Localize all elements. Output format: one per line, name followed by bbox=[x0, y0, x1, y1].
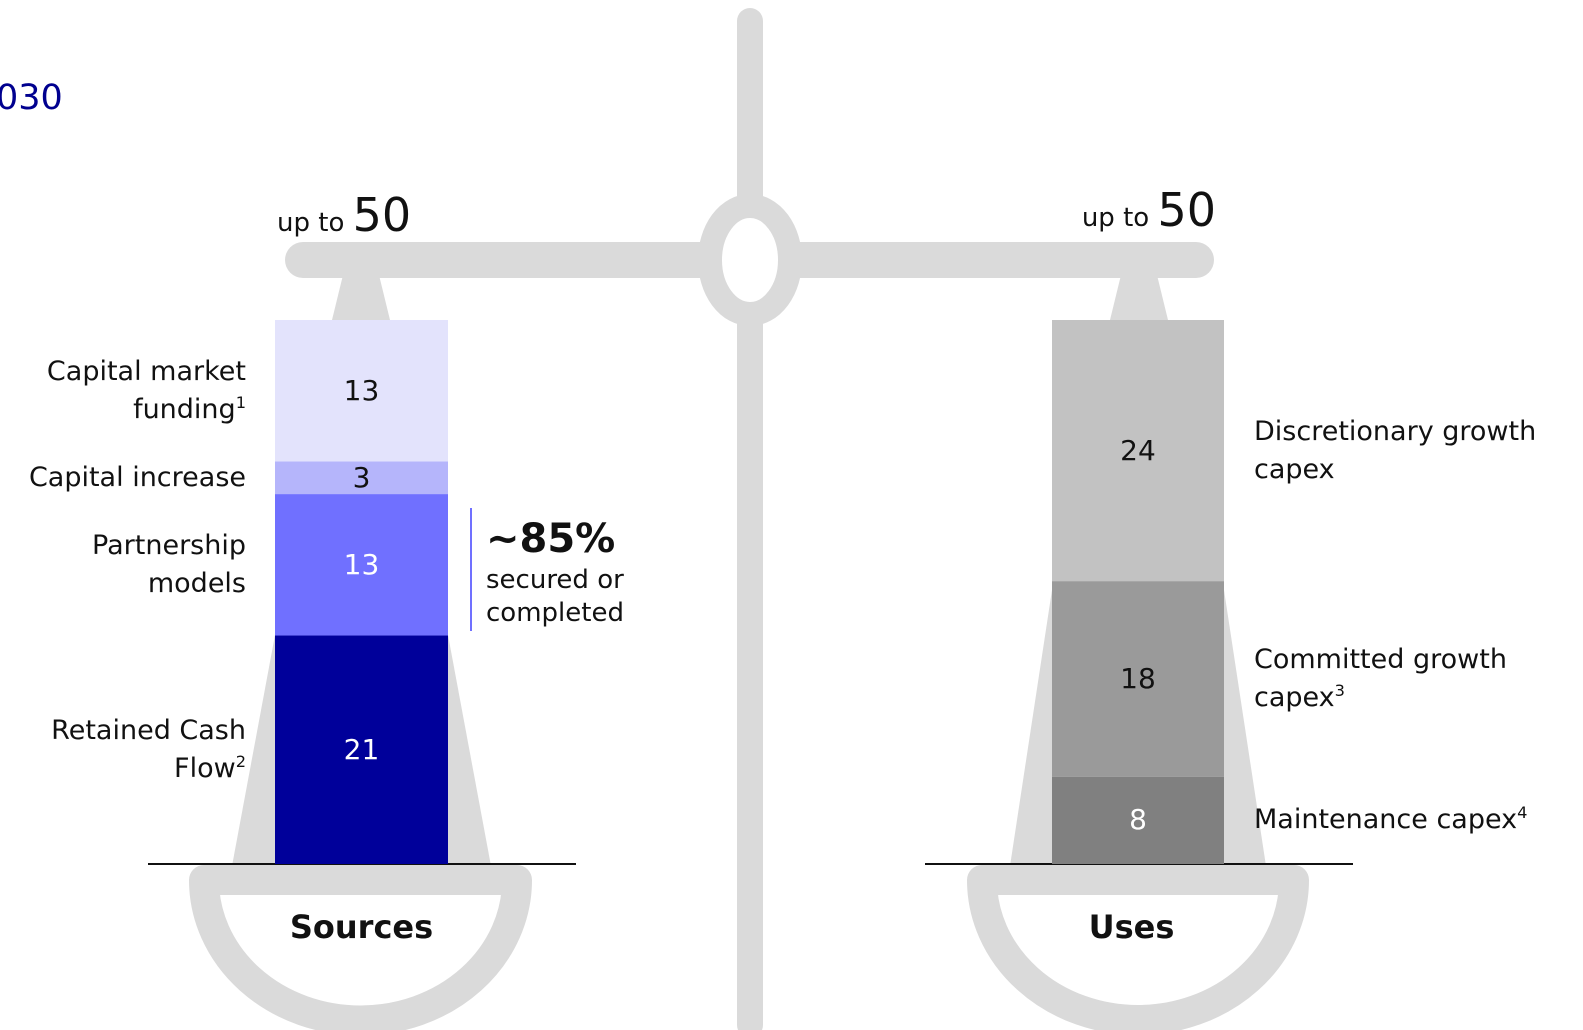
uses-bar-segment-2 bbox=[1052, 320, 1224, 582]
sources-segment-label-3: Capital market funding1 bbox=[46, 355, 246, 425]
secured-percentage: ~85% bbox=[486, 516, 616, 562]
sources-value-label-3: 13 bbox=[343, 373, 380, 407]
uses-bar-segment-0 bbox=[1052, 776, 1224, 864]
uses-value-label-1: 18 bbox=[1120, 662, 1156, 696]
sources-bar-segment-2 bbox=[275, 461, 448, 495]
page-title-fragment: 030 bbox=[0, 78, 63, 118]
secured-text-line1: secured or bbox=[486, 565, 624, 595]
uses-segment-label-1: Committed growth capex3 bbox=[1254, 644, 1507, 714]
uses-segment-label-2: Discretionary growth capex bbox=[1254, 415, 1537, 485]
uses-bar-segment-1 bbox=[1052, 581, 1224, 777]
uses-total-label: up to 50 bbox=[1081, 183, 1216, 237]
sources-bar-segment-0 bbox=[275, 635, 448, 864]
uses-value-label-0: 8 bbox=[1129, 803, 1147, 837]
sources-total-label: up to 50 bbox=[277, 188, 412, 242]
sources-value-label-2: 3 bbox=[352, 460, 371, 494]
sources-category-label: Sources bbox=[289, 908, 434, 946]
sources-segment-label-0: Retained Cash Flow2 bbox=[51, 714, 246, 784]
sources-bar-segment-1 bbox=[275, 494, 448, 636]
uses-segment-label-0: Maintenance capex4 bbox=[1254, 803, 1528, 836]
sources-bar-segment-3 bbox=[275, 320, 448, 462]
secured-annotation: ~85% secured or completed bbox=[486, 514, 624, 630]
secured-text-line2: completed bbox=[486, 598, 624, 628]
sources-value-label-0: 21 bbox=[343, 732, 380, 766]
sources-value-label-1: 13 bbox=[343, 547, 380, 581]
sources-segment-label-1: Partnership models bbox=[92, 529, 246, 599]
uses-category-label: Uses bbox=[1088, 908, 1175, 946]
uses-value-label-2: 24 bbox=[1120, 433, 1156, 467]
sources-segment-label-2: Capital increase bbox=[28, 461, 246, 493]
